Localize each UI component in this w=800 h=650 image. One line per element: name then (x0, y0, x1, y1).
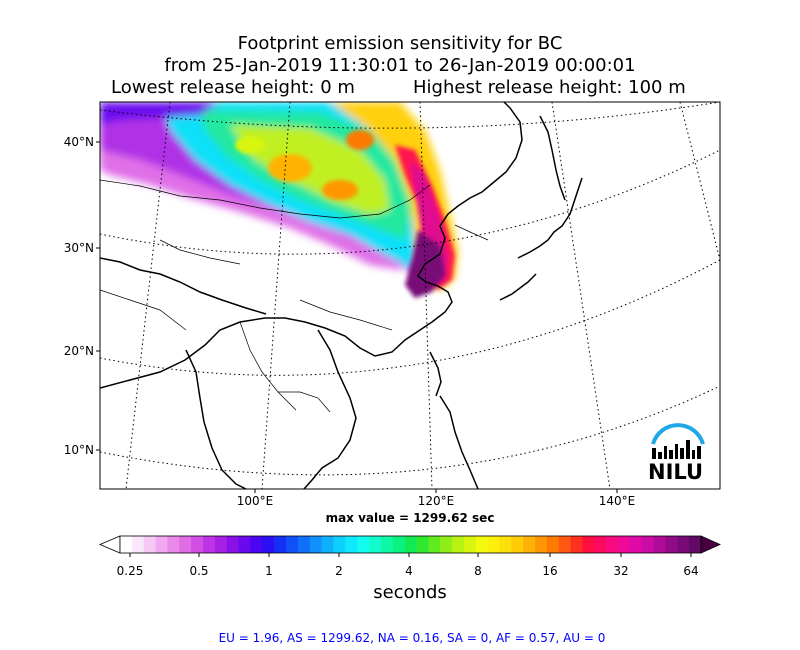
colorbar-swatch (238, 536, 251, 553)
colorbar-units: seconds (373, 582, 447, 603)
colorbar-swatch (511, 536, 524, 553)
colorbar-swatch (606, 536, 619, 553)
colorbar-swatch (120, 536, 133, 553)
colorbar-swatch (440, 536, 453, 553)
colorbar-swatch (131, 536, 145, 553)
colorbar-swatch (641, 536, 654, 553)
colorbar-swatch (546, 536, 560, 553)
colorbar-swatch (428, 536, 441, 553)
colorbar-swatch (226, 536, 239, 553)
colorbar-swatch (677, 536, 690, 553)
colorbar-tick: 0.25 (116, 564, 144, 578)
colorbar-swatch (143, 536, 156, 553)
colorbar-swatch (333, 536, 346, 553)
colorbar-swatch (653, 536, 666, 553)
colorbar-tick: 1 (265, 564, 273, 578)
map-title: Footprint emission sensitivity for BC (237, 33, 563, 54)
colorbar-swatch (262, 536, 275, 553)
colorbar-swatch (558, 536, 571, 553)
colorbar-swatch (309, 536, 322, 553)
colorbar-tick: 16 (542, 564, 558, 578)
colorbar-swatch (179, 536, 192, 553)
colorbar-swatch (286, 536, 299, 553)
colorbar-swatch (191, 536, 204, 553)
colorbar-over-arrow (700, 535, 721, 554)
axis-ticks (96, 141, 618, 493)
nilu-logo-text: NILU (648, 460, 704, 484)
colorbar-swatch (689, 536, 702, 553)
lowest-release-height: Lowest release height: 0 m (111, 77, 355, 98)
emission-plume (100, 102, 458, 298)
colorbar-tick: 2 (335, 564, 343, 578)
colorbar-under-arrow (98, 535, 121, 554)
highest-release-height: Highest release height: 100 m (413, 77, 686, 98)
colorbar-tick: 0.5 (189, 564, 209, 578)
colorbar-swatch (357, 536, 370, 553)
nilu-logo (651, 423, 705, 459)
colorbar-tick: 64 (683, 564, 699, 578)
colorbar-swatch (214, 536, 228, 553)
lon-label-120e: 120°E (417, 494, 455, 508)
colorbar-tick: 32 (613, 564, 629, 578)
colorbar-swatch (345, 536, 358, 553)
lon-label-100e: 100°E (236, 494, 274, 508)
colorbar-swatch (487, 536, 500, 553)
colorbar-swatch (523, 536, 536, 553)
colorbar-swatch (570, 536, 583, 553)
colorbar-tick: 8 (474, 564, 482, 578)
colorbar-swatch (618, 536, 631, 553)
colorbar-swatch (297, 536, 311, 553)
lat-label-40n: 40°N (63, 135, 94, 149)
colorbar-swatch (475, 536, 488, 553)
colorbar-swatch (665, 536, 678, 553)
colorbar-swatch (499, 536, 512, 553)
colorbar-swatch (369, 536, 382, 553)
colorbar-swatch (203, 536, 216, 553)
colorbar-swatch (404, 536, 417, 553)
colorbar-swatch (629, 536, 643, 553)
colorbar-swatch (594, 536, 607, 553)
colorbar-swatch (582, 536, 595, 553)
colorbar-swatch (274, 536, 287, 553)
lon-label-140e: 140°E (598, 494, 636, 508)
country-borders (100, 179, 489, 413)
colorbar-swatch (155, 536, 168, 553)
colorbar-swatch (535, 536, 548, 553)
colorbar-tick: 4 (405, 564, 413, 578)
graticule (100, 102, 720, 489)
lat-label-10n: 10°N (63, 443, 94, 457)
lat-label-30n: 30°N (63, 241, 94, 255)
colorbar-frame (119, 535, 702, 554)
coastline (100, 102, 583, 489)
region-summary: EU = 1.96, AS = 1299.62, NA = 0.16, SA =… (218, 631, 606, 645)
colorbar-swatch (167, 536, 180, 553)
colorbar-swatch (416, 536, 429, 553)
lat-label-20n: 20°N (63, 344, 94, 358)
colorbar-swatch (392, 536, 405, 553)
colorbar-swatch (250, 536, 263, 553)
colorbar-swatch (380, 536, 394, 553)
colorbar-swatch (452, 536, 465, 553)
max-value: max value = 1299.62 sec (325, 511, 495, 525)
colorbar-swatch (463, 536, 477, 553)
map-period: from 25-Jan-2019 11:30:01 to 26-Jan-2019… (164, 55, 636, 76)
colorbar-swatch (321, 536, 334, 553)
map-frame (99, 101, 721, 490)
